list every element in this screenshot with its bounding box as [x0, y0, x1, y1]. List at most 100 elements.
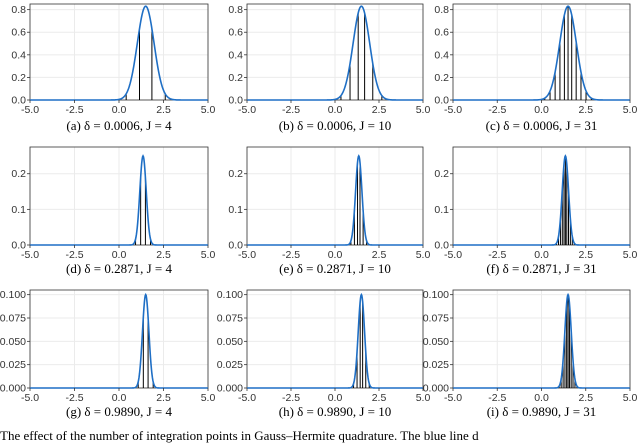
x-tick-label: -2.5: [488, 249, 506, 261]
x-tick-label: -5.0: [21, 249, 39, 261]
x-tick-label: 0.0: [112, 392, 127, 404]
x-axis-ticks: -5.0 -2.5 0.0 2.5 5.0: [444, 100, 637, 116]
panel-caption: (b) δ = 0.0006, J = 10: [279, 118, 392, 133]
y-tick-label: 0.0: [434, 240, 449, 252]
y-tick-label: 0.2: [434, 168, 449, 180]
y-axis-ticks: 0.0 0.2 0.4 0.6 0.8: [11, 4, 30, 107]
y-tick-label: 0.000: [217, 383, 243, 395]
y-tick-label: 0.1: [11, 204, 26, 216]
x-axis-ticks: -5.0 -2.5 0.0 2.5 5.0: [444, 388, 637, 404]
quadrature-stems: [547, 155, 584, 245]
x-tick-label: 2.5: [578, 392, 593, 404]
x-axis-ticks: -5.0 -2.5 0.0 2.5 5.0: [21, 388, 215, 404]
x-axis-ticks: -5.0 -2.5 0.0 2.5 5.0: [238, 245, 430, 261]
x-tick-label: -2.5: [282, 104, 300, 116]
x-axis-ticks: -5.0 -2.5 0.0 2.5 5.0: [238, 100, 430, 116]
gridlines: [246, 147, 424, 246]
x-axis-ticks: -5.0 -2.5 0.0 2.5 5.0: [238, 388, 430, 404]
density-curve: [247, 5, 423, 101]
quadrature-stems: [342, 162, 375, 245]
y-tick-label: 0.2: [228, 72, 243, 84]
panel-caption: (a) δ = 0.0006, J = 4: [66, 118, 172, 133]
x-tick-label: -5.0: [444, 249, 462, 261]
x-tick-label: 5.0: [623, 104, 638, 116]
y-tick-label: 0.4: [228, 49, 243, 61]
x-tick-label: 0.0: [534, 392, 549, 404]
y-tick-label: 0.0: [434, 95, 449, 107]
panel-b: -5.0 -2.5 0.0 2.5 5.0 0.0 0.2 0.4 0.6 0.8 (b) δ = …: [228, 3, 430, 133]
x-axis-ticks: -5.0 -2.5 0.0 2.5 5.0: [444, 245, 637, 261]
panel-caption: (g) δ = 0.9890, J = 4: [66, 404, 173, 419]
y-tick-label: 0.6: [11, 27, 26, 39]
gridlines: [452, 290, 631, 389]
x-tick-label: -2.5: [282, 249, 300, 261]
y-tick-label: 0.8: [434, 4, 449, 16]
x-tick-label: 5.0: [201, 392, 216, 404]
x-tick-label: -5.0: [444, 104, 462, 116]
y-tick-label: 0.050: [423, 336, 449, 348]
y-tick-label: 0.1: [228, 204, 243, 216]
y-axis-ticks: 0.000 0.025 0.050 0.075 0.100: [0, 289, 30, 395]
x-tick-label: -2.5: [488, 104, 506, 116]
y-tick-label: 0.2: [11, 72, 26, 84]
y-tick-label: 0.075: [423, 313, 449, 325]
x-tick-label: 0.0: [328, 392, 343, 404]
y-tick-label: 0.4: [434, 49, 449, 61]
panel-caption: (h) δ = 0.9890, J = 10: [279, 404, 392, 419]
x-axis-ticks: -5.0 -2.5 0.0 2.5 5.0: [21, 100, 215, 116]
y-axis-ticks: 0.000 0.025 0.050 0.075 0.100: [423, 289, 453, 395]
panel-h: -5.0 -2.5 0.0 2.5 5.0 0.000 0.025 0.050 0.075 0.1…: [217, 289, 431, 419]
x-axis-ticks: -5.0 -2.5 0.0 2.5 5.0: [21, 245, 215, 261]
y-tick-label: 0.0: [228, 95, 243, 107]
panel-c: -5.0 -2.5 0.0 2.5 5.0 0.0 0.2 0.4 0.6 0.8 (c) δ = …: [434, 3, 637, 133]
x-tick-label: 2.5: [156, 104, 171, 116]
x-tick-label: 0.0: [534, 104, 549, 116]
y-axis-ticks: 0.000 0.025 0.050 0.075 0.100: [217, 289, 247, 395]
x-tick-label: -5.0: [238, 392, 256, 404]
quadrature-stems: [521, 6, 615, 100]
x-tick-label: 2.5: [372, 392, 387, 404]
gridlines: [452, 147, 631, 246]
x-tick-label: 0.0: [112, 249, 127, 261]
quadrature-stems: [320, 13, 403, 100]
x-tick-label: 5.0: [201, 104, 216, 116]
y-tick-label: 0.6: [434, 27, 449, 39]
x-tick-label: -5.0: [238, 249, 256, 261]
y-axis-ticks: 0.0 0.1 0.2: [434, 168, 453, 252]
panel-i: -5.0 -2.5 0.0 2.5 5.0 0.000 0.025 0.050 0.075 0.1…: [423, 289, 638, 419]
figure-footer-text: The effect of the number of integration …: [0, 428, 479, 443]
x-tick-label: -5.0: [21, 104, 39, 116]
gridlines: [29, 147, 209, 246]
y-tick-label: 0.000: [423, 383, 449, 395]
x-tick-label: -5.0: [21, 392, 39, 404]
x-tick-label: -2.5: [282, 392, 300, 404]
x-tick-label: 0.0: [328, 104, 343, 116]
y-tick-label: 0.075: [0, 313, 26, 325]
y-axis-ticks: 0.0 0.2 0.4 0.6 0.8: [434, 4, 453, 107]
panel-f: -5.0 -2.5 0.0 2.5 5.0 0.0 0.1 0.2 (f) δ = 0.2871…: [434, 146, 637, 276]
gridlines: [29, 290, 209, 389]
gridlines: [246, 4, 424, 101]
x-tick-label: 5.0: [416, 249, 431, 261]
density-curve: [30, 5, 208, 101]
y-axis-ticks: 0.0 0.1 0.2: [228, 168, 247, 252]
x-tick-label: 5.0: [623, 249, 638, 261]
panel-caption: (c) δ = 0.0006, J = 31: [486, 118, 598, 133]
x-tick-label: 5.0: [201, 249, 216, 261]
x-tick-label: -5.0: [238, 104, 256, 116]
y-tick-label: 0.8: [11, 4, 26, 16]
figure-grid: -5.0 -2.5 0.0 2.5 5.00.00.20.40.60.8(a) δ = …: [0, 3, 638, 419]
y-tick-label: 0.025: [217, 359, 243, 371]
y-tick-label: 0.4: [11, 49, 26, 61]
y-tick-label: 0.025: [0, 359, 26, 371]
y-tick-label: 0.075: [217, 313, 243, 325]
y-tick-label: 0.100: [217, 289, 243, 301]
y-tick-label: 0.100: [423, 289, 449, 301]
panel-a: -5.0 -2.5 0.0 2.5 5.0 0.0 0.2 0.4 0.6 0.8 (a) δ = …: [11, 3, 215, 133]
y-tick-label: 0.1: [434, 204, 449, 216]
x-tick-label: -2.5: [65, 392, 83, 404]
y-tick-label: 0.050: [217, 336, 243, 348]
x-tick-label: 2.5: [372, 249, 387, 261]
y-tick-label: 0.000: [0, 383, 26, 395]
density-curve: [453, 5, 630, 101]
